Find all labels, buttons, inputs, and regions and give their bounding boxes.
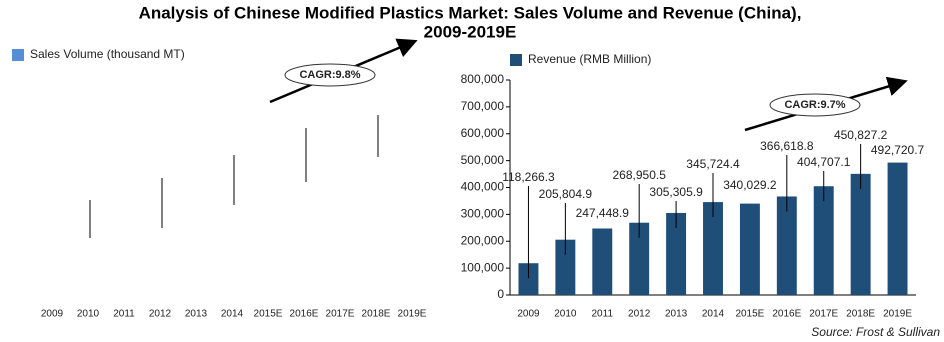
data-label: 340,029.2 — [723, 178, 777, 192]
x-tick-label: 2013 — [665, 309, 688, 320]
cagr-ellipse — [284, 63, 376, 87]
bar — [666, 212, 687, 295]
data-label: 205,804.9 — [539, 187, 593, 201]
bar — [739, 203, 760, 295]
cagr-label: CAGR:9.7% — [784, 99, 845, 111]
bar — [813, 186, 834, 295]
data-label: 450,827.2 — [834, 128, 888, 142]
x-tick-label: 2015E — [254, 309, 283, 320]
data-label: 268,950.5 — [612, 168, 666, 182]
bar — [776, 196, 797, 295]
x-tick-label: 2009 — [517, 309, 540, 320]
x-tick-label: 2013 — [185, 309, 208, 320]
bar — [850, 173, 871, 295]
x-tick-label: 2012 — [149, 309, 172, 320]
bar — [555, 239, 576, 295]
x-tick-label: 2018E — [362, 309, 391, 320]
legend-label: Sales Volume (thousand MT) — [30, 47, 185, 61]
bar — [887, 162, 908, 295]
legend-swatch — [510, 54, 522, 66]
y-tick-label: 100,000 — [461, 260, 505, 274]
y-tick-label: 400,000 — [461, 180, 505, 194]
x-tick-label: 2010 — [77, 309, 100, 320]
x-tick-label: 2016E — [772, 309, 801, 320]
x-tick-label: 2011 — [113, 309, 135, 320]
data-label: 366,618.8 — [760, 139, 814, 153]
data-label: 247,448.9 — [576, 206, 630, 220]
y-tick-label: 800,000 — [461, 72, 505, 86]
y-tick-label: 600,000 — [461, 126, 505, 140]
bar — [518, 263, 539, 295]
leader-lines — [89, 115, 379, 238]
y-tick-label: 200,000 — [461, 233, 505, 247]
x-tick-label: 2019E — [883, 309, 912, 320]
x-tick-label: 2015E — [735, 309, 764, 320]
x-tick-label: 2014 — [702, 309, 725, 320]
x-tick-label: 2010 — [554, 309, 577, 320]
source: Source: Frost & Sullivan — [811, 325, 940, 339]
bar — [703, 202, 723, 295]
x-tick-label: 2012 — [628, 309, 651, 320]
data-label: 492,720.7 — [871, 143, 925, 157]
bar — [629, 222, 650, 295]
y-tick-label: 300,000 — [461, 207, 505, 221]
y-tick-label: 0 — [497, 287, 504, 301]
y-tick-label: 700,000 — [461, 99, 505, 113]
y-tick-label: 500,000 — [461, 153, 505, 167]
legend-swatch — [12, 49, 24, 61]
data-label: 118,266.3 — [502, 170, 555, 184]
data-label: 404,707.1 — [797, 155, 851, 169]
x-tick-label: 2019E — [398, 309, 427, 320]
x-tick-label: 2014 — [221, 309, 244, 320]
data-label: 345,724.4 — [686, 157, 740, 171]
data-label: 305,305.9 — [649, 185, 703, 199]
legend-label: Revenue (RMB Million) — [528, 52, 651, 66]
cagr-label: CAGR:9.8% — [299, 69, 360, 81]
x-tick-label: 2018E — [846, 309, 875, 320]
x-tick-label: 2017E — [326, 309, 355, 320]
x-tick-label: 2017E — [809, 309, 838, 320]
x-tick-label: 2011 — [592, 309, 614, 320]
x-tick-label: 2009 — [41, 309, 64, 320]
bar — [592, 228, 613, 295]
x-tick-label: 2016E — [290, 309, 319, 320]
chart-title: 2009-2019E — [424, 22, 517, 41]
cagr-ellipse — [769, 93, 861, 117]
chart-title: Analysis of Chinese Modified Plastics Ma… — [139, 3, 802, 22]
